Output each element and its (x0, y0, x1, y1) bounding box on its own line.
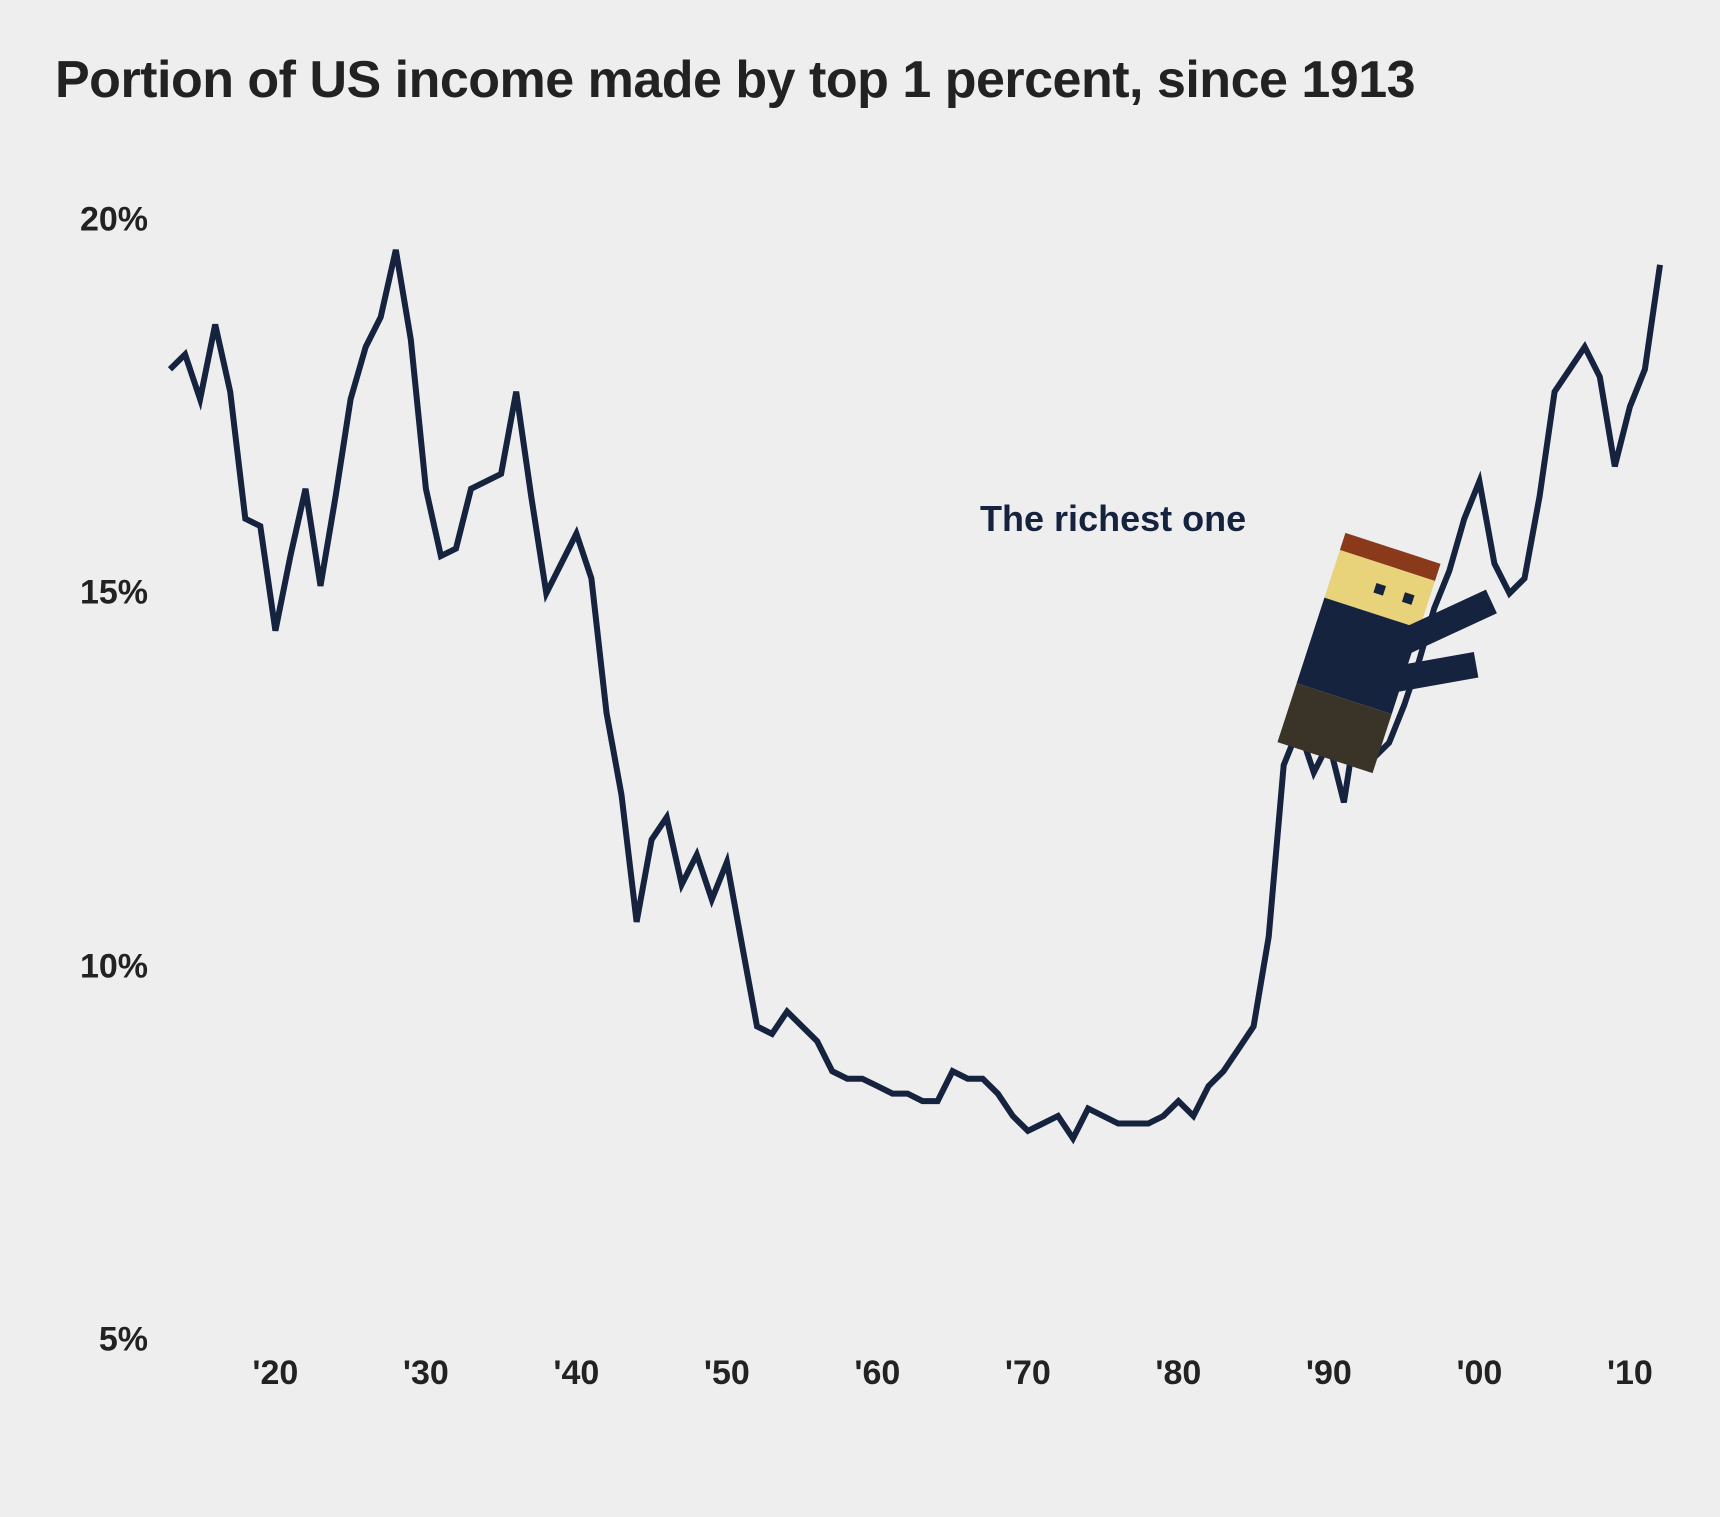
x-tick-label: '40 (553, 1354, 599, 1393)
x-tick-label: '30 (403, 1354, 449, 1393)
x-tick-label: '50 (704, 1354, 750, 1393)
y-tick-label: 5% (99, 1321, 148, 1360)
x-tick-label: '60 (854, 1354, 900, 1393)
x-tick-label: '00 (1456, 1354, 1502, 1393)
x-tick-label: '20 (252, 1354, 298, 1393)
chart-title: Portion of US income made by top 1 perce… (55, 50, 1415, 110)
x-tick-label: '80 (1155, 1354, 1201, 1393)
income-share-line (170, 250, 1660, 1139)
annotation-richest-one: The richest one (980, 498, 1246, 540)
x-tick-label: '70 (1005, 1354, 1051, 1393)
plot-area: 20%15%10%5% '20'30'40'50'60'70'80'90'00'… (170, 220, 1660, 1340)
x-tick-label: '90 (1306, 1354, 1352, 1393)
y-tick-label: 10% (80, 947, 148, 986)
y-tick-label: 15% (80, 574, 148, 613)
y-tick-label: 20% (80, 201, 148, 240)
chart-container: Portion of US income made by top 1 perce… (0, 0, 1720, 1517)
x-tick-label: '10 (1607, 1354, 1653, 1393)
plot-svg (170, 220, 1660, 1340)
